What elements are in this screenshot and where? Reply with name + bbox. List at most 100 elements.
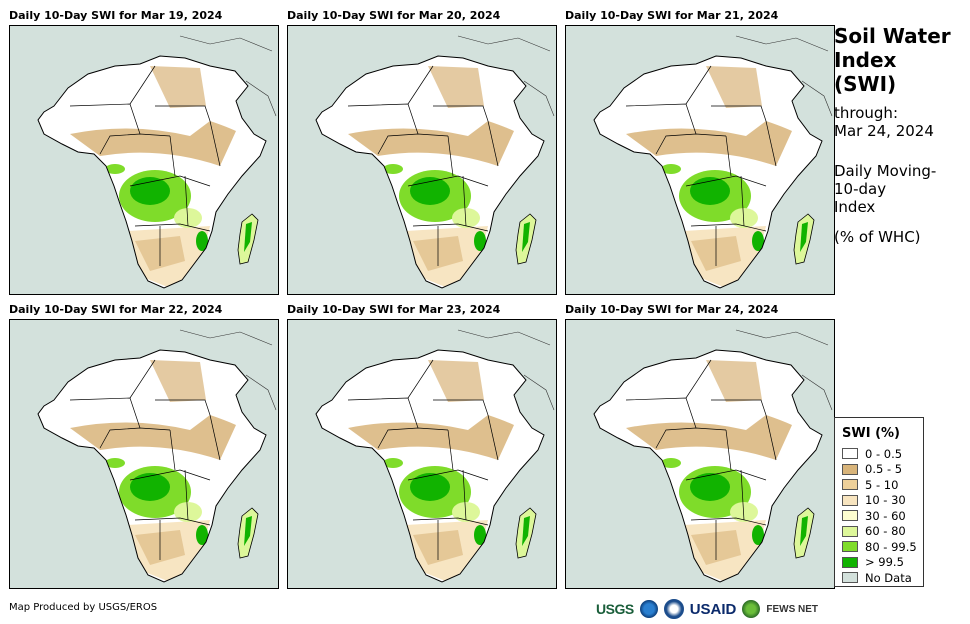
legend-swatch [842,479,858,491]
coastline [593,349,823,583]
europe-outline [735,35,829,52]
guinea-coast-wet [383,164,403,174]
country-border [690,517,767,526]
desc-line: Daily Moving- [834,162,937,180]
east-africa-moist [730,502,758,522]
coastline [593,55,823,289]
panel-title: Daily 10-Day SWI for Mar 23, 2024 [287,303,501,316]
legend-swatch [842,572,858,584]
country-border [433,399,489,416]
mozambique-wet [752,231,764,251]
madagascar-wet [800,516,808,546]
egypt-sudan-band [150,360,206,402]
country-border [447,135,454,177]
swi-fields [70,360,236,582]
country-border [377,427,449,449]
europe-outline [735,329,829,346]
panel-title: Daily 10-Day SWI for Mar 21, 2024 [565,9,779,22]
legend-item: No Data [842,570,923,586]
country-border [487,414,499,461]
egypt-sudan-band [428,360,484,402]
madagascar-wet [522,516,530,546]
congo-saturated-zone [410,177,450,205]
nasa-seal-icon [663,599,684,619]
fews-globe-icon [742,600,761,618]
africa-map [315,329,555,583]
through-label: through: [834,104,898,122]
desc-line: Index [834,198,876,216]
panel-title: Daily 10-Day SWI for Mar 24, 2024 [565,303,779,316]
through-date: through: Mar 24, 2024 [834,104,970,140]
guinea-coast-wet [105,164,125,174]
credit-text: Map Produced by USGS/EROS [9,602,158,613]
legend-swatch [842,463,858,475]
guinea-coast-wet [661,458,681,468]
legend-label: 30 - 60 [865,508,906,523]
map-panel-mar-24: Daily 10-Day SWI for Mar 24, 2024 [565,303,835,593]
legend-swatch [842,541,858,553]
country-border [184,175,189,227]
through-value: Mar 24, 2024 [834,122,934,140]
legend-label: 0 - 0.5 [865,446,903,461]
sahel-band [348,415,514,460]
country-border [407,65,434,105]
country-border [462,469,467,521]
legend-item: 80 - 99.5 [842,539,923,555]
index-description: Daily Moving- 10-day Index [834,162,970,216]
arabia-outline [245,374,277,411]
country-border [209,414,221,461]
swi-map [9,319,279,589]
africa-map [37,329,277,583]
east-africa-moist [174,208,202,228]
egypt-sudan-band [706,66,762,108]
country-border [129,65,156,105]
country-border [685,469,767,481]
mozambique-wet [474,231,486,251]
desc-line: 10-day [834,180,887,198]
legend-swatch [842,556,858,568]
east-africa-moist [174,502,202,522]
arabia-outline [801,80,833,117]
panel-title: Daily 10-Day SWI for Mar 20, 2024 [287,9,501,22]
legend-label: 80 - 99.5 [865,539,917,554]
swi-fields [348,360,514,582]
legend-item: > 99.5 [842,555,923,571]
country-border [99,133,171,155]
legend-item: 5 - 10 [842,477,923,493]
congo-saturated-zone [130,473,170,501]
swi-fields [348,66,514,288]
europe-outline [179,35,273,52]
swi-fields [626,66,792,288]
europe-outline [179,329,273,346]
congo-saturated-zone [690,473,730,501]
congo-saturated-zone [690,177,730,205]
unit-label: (% of WHC) [834,228,921,246]
legend-item: 30 - 60 [842,508,923,524]
country-border [412,517,489,526]
madagascar-wet [244,516,252,546]
country-border [407,359,434,399]
usgs-logo: USGS [596,601,634,617]
swi-map [287,25,557,295]
sidebar-info: Soil Water Index (SWI) through: Mar 24, … [834,24,970,246]
legend-item: 0 - 0.5 [842,446,923,462]
guinea-coast-wet [661,164,681,174]
country-border [447,429,454,471]
guinea-coast-wet [105,458,125,468]
country-border [184,469,189,521]
swi-map [565,319,835,589]
legend-label: 0.5 - 5 [865,462,903,477]
country-border [655,427,727,449]
legend-swatch [842,510,858,522]
europe-outline [457,35,551,52]
map-panel-mar-20: Daily 10-Day SWI for Mar 20, 2024 [287,9,557,299]
country-border [155,105,211,122]
congo-saturated-zone [410,473,450,501]
title-line: Index [834,48,897,72]
egypt-sudan-band [150,66,206,108]
country-border [690,223,767,232]
legend-item: 60 - 80 [842,524,923,540]
madagascar-wet [800,222,808,252]
usaid-logo: USAID [689,600,737,618]
